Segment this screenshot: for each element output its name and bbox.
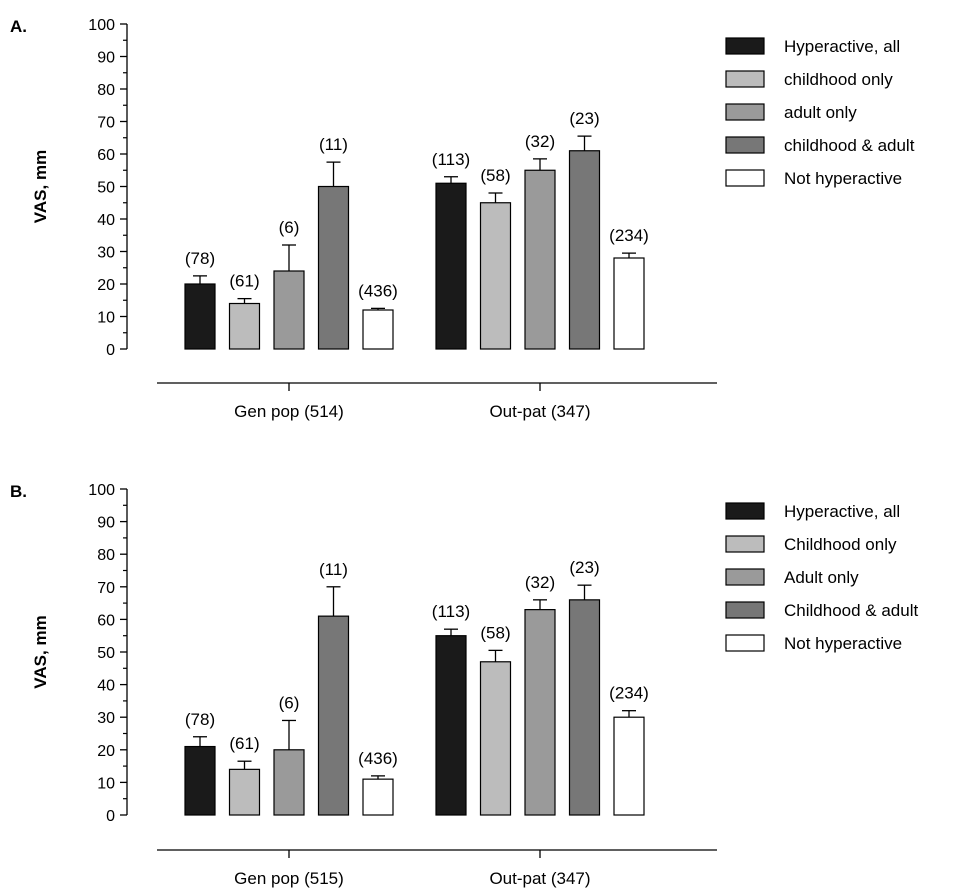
x-category-label: Gen pop (514): [234, 402, 344, 421]
legend-label: Hyperactive, all: [784, 502, 900, 521]
bar: [185, 284, 215, 349]
bar: [525, 170, 555, 349]
bar: [274, 271, 304, 349]
legend-swatch: [726, 569, 764, 585]
bar: [230, 304, 260, 350]
sample-size-label: (61): [229, 734, 259, 753]
legend: Hyperactive, all childhood only adult only…: [726, 37, 915, 188]
legend-swatch: [726, 104, 764, 120]
legend-swatch: [726, 38, 764, 54]
legend-label: Not hyperactive: [784, 169, 902, 188]
sample-size-label: (78): [185, 710, 215, 729]
sample-size-label: (78): [185, 249, 215, 268]
bar: [570, 600, 600, 815]
sample-size-label: (32): [525, 573, 555, 592]
x-category-label: Out-pat (347): [489, 402, 590, 421]
panel-label: B.: [10, 482, 27, 501]
x-category-label: Out-pat (347): [489, 869, 590, 888]
sample-size-label: (436): [358, 281, 398, 300]
y-tick-label: 50: [97, 645, 115, 662]
x-category-label: Gen pop (515): [234, 869, 344, 888]
sample-size-label: (11): [319, 135, 348, 154]
bar: [525, 610, 555, 815]
sample-size-label: (32): [525, 132, 555, 151]
legend-label: Adult only: [784, 568, 859, 587]
bar: [481, 203, 511, 349]
sample-size-label: (58): [480, 623, 510, 642]
legend: Hyperactive, all Childhood only Adult only…: [726, 502, 918, 653]
y-tick-label: 80: [97, 82, 115, 99]
y-tick-label: 20: [97, 743, 115, 760]
y-tick-label: 60: [97, 612, 115, 629]
legend-label: Hyperactive, all: [784, 37, 900, 56]
panel-label: A.: [10, 17, 27, 36]
sample-size-label: (11): [319, 560, 348, 579]
legend-swatch: [726, 635, 764, 651]
sample-size-label: (6): [279, 693, 300, 712]
legend-label: Childhood only: [784, 535, 897, 554]
legend-label: Childhood & adult: [784, 601, 918, 620]
bar: [570, 151, 600, 349]
y-tick-label: 50: [97, 180, 115, 197]
bar: [436, 183, 466, 349]
sample-size-label: (6): [279, 218, 300, 237]
bar: [436, 636, 466, 815]
sample-size-label: (23): [569, 558, 599, 577]
chart-panel-a: A. VAS, mm 0 10 20 30 40 50 60 70 80 90 100 Gen pop (…: [10, 17, 915, 421]
y-tick-label: 20: [97, 277, 115, 294]
sample-size-label: (61): [229, 272, 259, 291]
y-tick-label: 0: [106, 808, 115, 825]
sample-size-label: (113): [432, 602, 470, 621]
y-tick-label: 70: [97, 580, 115, 597]
legend-label: Not hyperactive: [784, 634, 902, 653]
sample-size-label: (436): [358, 749, 398, 768]
y-tick-label: 70: [97, 115, 115, 132]
y-tick-label: 90: [97, 515, 115, 532]
y-tick-label: 30: [97, 245, 115, 262]
y-axis-label: VAS, mm: [31, 150, 50, 223]
bar: [319, 616, 349, 815]
y-tick-label: 0: [106, 342, 115, 359]
legend-label: childhood & adult: [784, 136, 915, 155]
legend-swatch: [726, 170, 764, 186]
y-tick-label: 60: [97, 147, 115, 164]
bar: [614, 258, 644, 349]
bar: [363, 779, 393, 815]
legend-swatch: [726, 503, 764, 519]
bar: [230, 769, 260, 815]
y-tick-label: 80: [97, 547, 115, 564]
y-tick-label: 10: [97, 310, 115, 327]
sample-size-label: (234): [609, 684, 649, 703]
sample-size-label: (23): [569, 109, 599, 128]
y-tick-label: 90: [97, 50, 115, 67]
bar: [614, 717, 644, 815]
y-tick-label: 30: [97, 710, 115, 727]
legend-swatch: [726, 71, 764, 87]
y-tick-label: 40: [97, 212, 115, 229]
y-axis-label: VAS, mm: [31, 615, 50, 688]
bar: [274, 750, 304, 815]
sample-size-label: (113): [432, 150, 470, 169]
sample-size-label: (234): [609, 226, 649, 245]
y-tick-label: 100: [88, 17, 115, 34]
sample-size-label: (58): [480, 166, 510, 185]
legend-label: adult only: [784, 103, 857, 122]
bar: [363, 310, 393, 349]
bar: [481, 662, 511, 815]
legend-swatch: [726, 536, 764, 552]
bar: [319, 187, 349, 350]
legend-swatch: [726, 137, 764, 153]
legend-swatch: [726, 602, 764, 618]
bar: [185, 747, 215, 815]
y-tick-label: 40: [97, 678, 115, 695]
y-tick-label: 100: [88, 482, 115, 499]
chart-panel-b: B. VAS, mm 0 10 20 30 40 50 60 70 80 90 100 Gen pop (…: [10, 482, 918, 888]
y-tick-label: 10: [97, 775, 115, 792]
legend-label: childhood only: [784, 70, 893, 89]
